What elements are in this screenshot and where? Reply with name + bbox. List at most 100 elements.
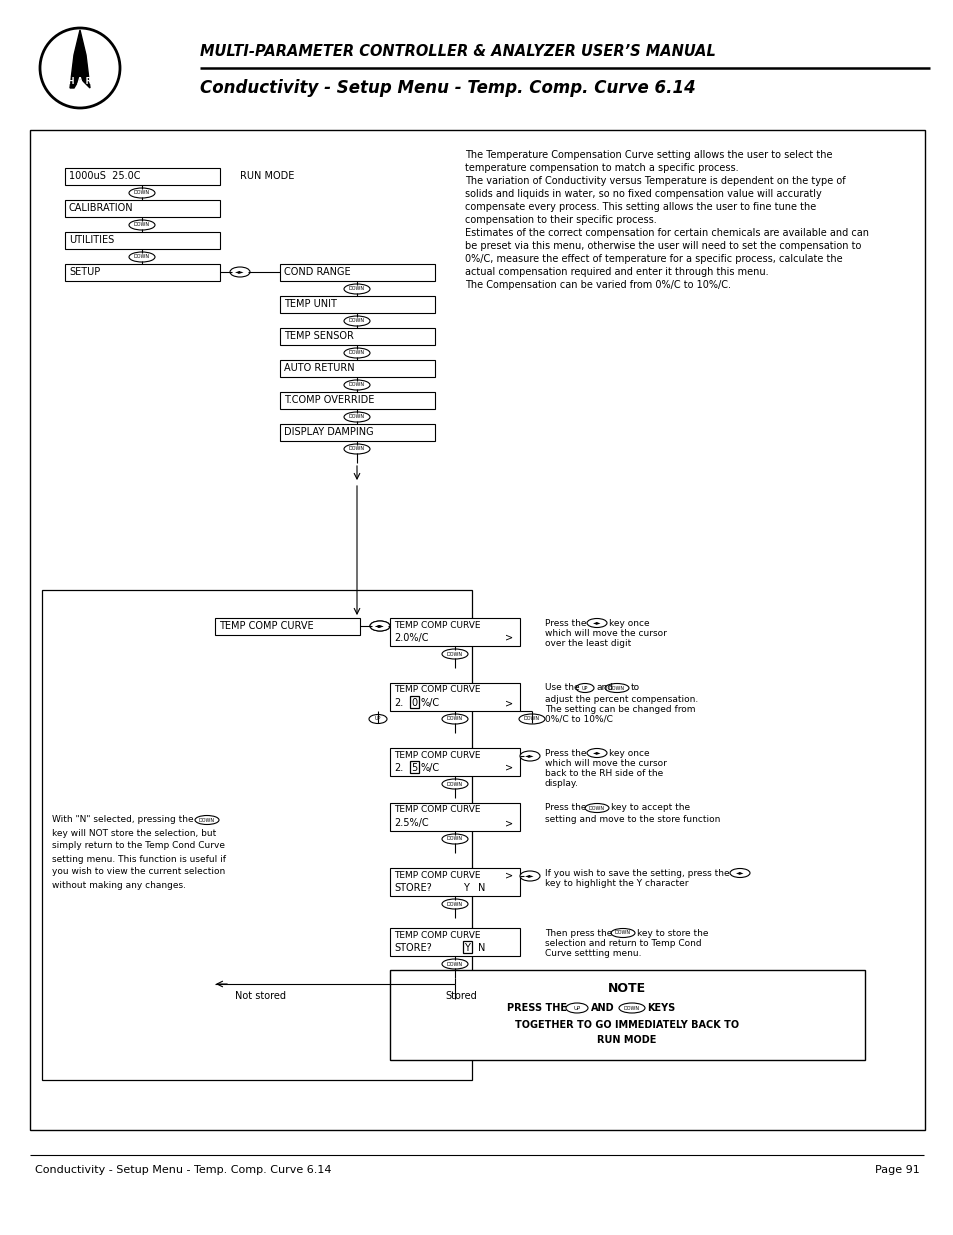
Bar (65, 264, 220, 282)
Ellipse shape (369, 715, 387, 724)
Bar (30, 130, 924, 1130)
Ellipse shape (129, 220, 154, 230)
Text: temperature compensation to match a specific process.: temperature compensation to match a spec… (464, 163, 738, 173)
Text: key to accept the: key to accept the (610, 804, 689, 813)
Text: Press the: Press the (544, 619, 586, 627)
Ellipse shape (129, 252, 154, 262)
Text: TEMP UNIT: TEMP UNIT (284, 299, 336, 309)
Text: Curve settting menu.: Curve settting menu. (544, 950, 640, 958)
Text: >: > (504, 763, 513, 773)
Text: N: N (477, 883, 485, 893)
Bar (390, 927, 519, 956)
Text: DOWN: DOWN (446, 782, 462, 787)
Text: 2.0%/C: 2.0%/C (394, 634, 428, 643)
Text: DOWN: DOWN (523, 716, 539, 721)
Text: TEMP SENSOR: TEMP SENSOR (284, 331, 354, 341)
Text: simply return to the Temp Cond Curve: simply return to the Temp Cond Curve (52, 841, 225, 851)
Ellipse shape (441, 899, 468, 909)
Ellipse shape (441, 650, 468, 659)
Bar (65, 168, 220, 185)
Text: >: > (504, 634, 513, 643)
Text: DOWN: DOWN (349, 447, 365, 452)
Text: be preset via this menu, otherwise the user will need to set the compensation to: be preset via this menu, otherwise the u… (464, 241, 861, 251)
Ellipse shape (586, 748, 606, 757)
Text: back to the RH side of the: back to the RH side of the (544, 769, 662, 778)
Bar (390, 868, 519, 897)
Text: DOWN: DOWN (199, 818, 214, 823)
Text: Y: Y (463, 944, 470, 953)
Text: compensation to their specific process.: compensation to their specific process. (464, 215, 656, 225)
Text: ◄►: ◄► (525, 753, 535, 758)
Text: Estimates of the correct compensation for certain chemicals are available and ca: Estimates of the correct compensation fo… (464, 228, 868, 238)
Text: KEYS: KEYS (646, 1003, 675, 1013)
Text: PRESS THE: PRESS THE (506, 1003, 566, 1013)
Text: NOTE: NOTE (607, 982, 645, 994)
Text: over the least digit: over the least digit (544, 640, 631, 648)
Text: 0: 0 (411, 698, 416, 708)
Ellipse shape (441, 714, 468, 724)
Text: CALIBRATION: CALIBRATION (69, 203, 133, 212)
Text: ◄►: ◄► (375, 624, 384, 629)
Text: Press the: Press the (544, 804, 586, 813)
Text: 0%/C to 10%/C: 0%/C to 10%/C (544, 715, 612, 724)
Ellipse shape (584, 804, 608, 813)
Ellipse shape (230, 267, 250, 277)
Text: >: > (504, 818, 513, 827)
Ellipse shape (129, 188, 154, 198)
Text: 2.: 2. (394, 763, 403, 773)
Text: DOWN: DOWN (446, 902, 462, 906)
Text: DOWN: DOWN (446, 962, 462, 967)
Text: ◄►: ◄► (235, 269, 245, 274)
Ellipse shape (370, 621, 390, 631)
Text: AUTO RETURN: AUTO RETURN (284, 363, 355, 373)
Bar (280, 359, 435, 377)
Ellipse shape (576, 683, 594, 693)
Text: The variation of Conductivity versus Temperature is dependent on the type of: The variation of Conductivity versus Tem… (464, 177, 844, 186)
Text: Page 91: Page 91 (874, 1165, 919, 1174)
Text: Conductivity - Setup Menu - Temp. Comp. Curve 6.14: Conductivity - Setup Menu - Temp. Comp. … (200, 79, 695, 98)
Text: DOWN: DOWN (615, 930, 630, 935)
Text: key to highlight the Y character: key to highlight the Y character (544, 879, 688, 888)
Ellipse shape (344, 284, 370, 294)
Text: ◄►: ◄► (592, 620, 600, 625)
Text: STORE?: STORE? (394, 883, 432, 893)
Text: DOWN: DOWN (349, 415, 365, 420)
Text: DOWN: DOWN (133, 190, 150, 195)
Bar (390, 618, 519, 646)
Text: DOWN: DOWN (133, 254, 150, 259)
Text: key to store the: key to store the (637, 929, 708, 937)
Bar (390, 748, 519, 776)
Text: TEMP COMP CURVE: TEMP COMP CURVE (394, 620, 480, 630)
Text: 2.: 2. (394, 698, 403, 708)
Ellipse shape (370, 621, 390, 631)
Ellipse shape (610, 929, 635, 937)
Text: DISPLAY DAMPING: DISPLAY DAMPING (284, 427, 374, 437)
Text: setting menu. This function is useful if: setting menu. This function is useful if (52, 855, 226, 863)
Bar (280, 391, 435, 409)
Bar (390, 683, 519, 711)
Ellipse shape (519, 751, 539, 761)
Text: ◄►: ◄► (375, 624, 384, 629)
Circle shape (40, 28, 120, 107)
Text: 2.5%/C: 2.5%/C (394, 818, 428, 827)
Bar (280, 329, 435, 345)
Text: UP: UP (581, 685, 588, 690)
Text: which will move the cursor: which will move the cursor (544, 760, 666, 768)
Text: The Compensation can be varied from 0%/C to 10%/C.: The Compensation can be varied from 0%/C… (464, 280, 730, 290)
Text: to: to (630, 683, 639, 693)
Text: DOWN: DOWN (446, 836, 462, 841)
Text: compensate every process. This setting allows the user to fine tune the: compensate every process. This setting a… (464, 203, 816, 212)
Text: key once: key once (608, 619, 649, 627)
Bar (462, 941, 472, 953)
Bar (65, 200, 220, 217)
Text: >: > (504, 698, 513, 708)
Ellipse shape (194, 815, 219, 825)
Text: T.COMP OVERRIDE: T.COMP OVERRIDE (284, 395, 374, 405)
Text: DOWN: DOWN (349, 287, 365, 291)
Text: %/C: %/C (420, 698, 439, 708)
Text: TEMP COMP CURVE: TEMP COMP CURVE (394, 751, 480, 760)
Text: COND RANGE: COND RANGE (284, 267, 351, 277)
Text: With "N" selected, pressing the: With "N" selected, pressing the (52, 815, 193, 825)
Text: Not stored: Not stored (234, 990, 286, 1002)
Text: DOWN: DOWN (349, 319, 365, 324)
